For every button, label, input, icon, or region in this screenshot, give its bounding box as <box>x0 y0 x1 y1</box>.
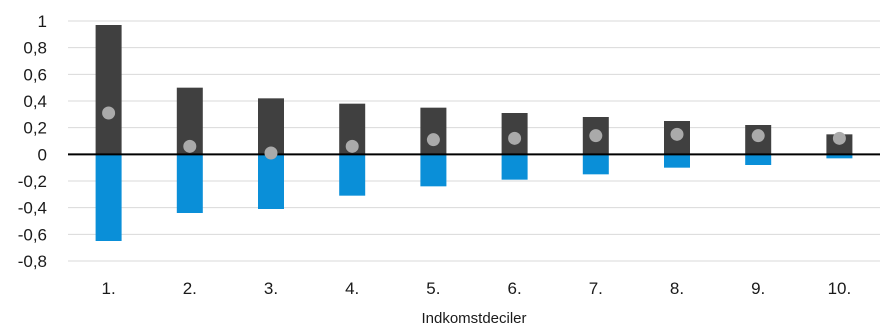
negative-bar-4 <box>339 154 366 196</box>
y-tick-label: 0,4 <box>23 92 47 111</box>
y-tick-label: -0,8 <box>18 252 47 271</box>
positive-bar-3 <box>258 98 284 155</box>
point-8 <box>670 127 684 141</box>
y-tick-label: -0,2 <box>18 172 47 191</box>
x-tick-label: 5. <box>426 279 440 298</box>
points <box>102 106 846 160</box>
x-axis-title: Indkomstdeciler <box>421 310 526 327</box>
y-axis: -0,8 -0,6 -0,4 -0,2 0 0,2 0,4 0,6 0,8 1 <box>18 12 47 271</box>
negative-bar-3 <box>258 154 284 209</box>
negative-bar-9 <box>745 154 772 165</box>
x-tick-label: 8. <box>670 279 684 298</box>
negative-bar-7 <box>582 154 609 175</box>
point-9 <box>751 129 765 143</box>
negative-bar-1 <box>95 154 122 241</box>
point-6 <box>508 131 522 145</box>
positive-bar-5 <box>420 107 447 155</box>
x-tick-label: 6. <box>508 279 522 298</box>
x-tick-label: 2. <box>183 279 197 298</box>
point-3 <box>264 146 278 160</box>
x-tick-label: 10. <box>828 279 852 298</box>
x-tick-label: 3. <box>264 279 278 298</box>
point-10 <box>832 131 846 145</box>
y-tick-label: -0,6 <box>18 225 47 244</box>
y-tick-label: 0,6 <box>23 65 47 84</box>
y-tick-label: 0,8 <box>23 39 47 58</box>
bars <box>95 25 853 241</box>
point-1 <box>102 106 116 120</box>
y-tick-label: 0,2 <box>23 119 47 138</box>
grid <box>68 20 880 262</box>
point-2 <box>183 139 197 153</box>
point-7 <box>589 129 603 143</box>
negative-bar-10 <box>826 154 853 159</box>
negative-bar-8 <box>664 154 690 168</box>
point-5 <box>426 133 440 147</box>
negative-bar-6 <box>501 154 528 180</box>
y-tick-label: 0 <box>38 145 47 164</box>
x-axis: 1. 2. 3. 4. 5. 6. 7. 8. 9. 10. <box>102 279 852 298</box>
y-tick-label: -0,4 <box>18 199 47 218</box>
y-tick-label: 1 <box>38 12 47 31</box>
x-tick-label: 9. <box>751 279 765 298</box>
negative-bar-5 <box>420 154 447 187</box>
x-tick-label: 4. <box>345 279 359 298</box>
x-tick-label: 7. <box>589 279 603 298</box>
x-tick-label: 1. <box>102 279 116 298</box>
positive-bar-1 <box>95 25 122 155</box>
point-4 <box>345 139 359 153</box>
negative-bar-2 <box>176 154 203 213</box>
